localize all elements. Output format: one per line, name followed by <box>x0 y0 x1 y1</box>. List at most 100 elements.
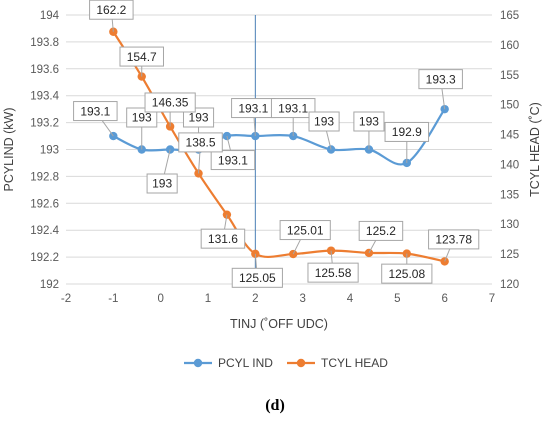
callout-box <box>178 132 223 153</box>
data-label-callout: 193 <box>182 107 215 150</box>
data-label-callout: 125.01 <box>279 220 331 255</box>
data-point <box>137 72 146 81</box>
data-label: 193.3 <box>426 72 456 86</box>
data-label-callout: 193.1 <box>270 98 316 137</box>
data-label-callout: 193.1 <box>210 135 256 171</box>
data-label: 193.1 <box>278 101 308 115</box>
x-tick-label: -1 <box>108 293 118 305</box>
data-label-callout: 162.2 <box>89 0 134 32</box>
y2-tick-label: 155 <box>500 70 519 82</box>
data-label: 193.1 <box>238 101 268 115</box>
callout-box <box>231 267 283 288</box>
callout-box <box>428 229 480 250</box>
data-label: 123.78 <box>435 233 472 247</box>
y-tick-label: 192.6 <box>30 198 59 210</box>
data-label: 125.58 <box>315 266 352 280</box>
x-tick-label: 7 <box>489 293 495 305</box>
data-label-callout: 193 <box>353 111 385 150</box>
y-tick-label: 192.2 <box>30 252 59 264</box>
callout-box <box>182 107 215 128</box>
y2-tick-label: 120 <box>500 279 519 291</box>
callout-box <box>210 150 256 171</box>
y2-tick-label: 160 <box>500 40 519 52</box>
x-tick-label: 2 <box>252 293 258 305</box>
data-label-callout: 125.08 <box>381 253 433 284</box>
callout-box <box>89 0 134 20</box>
x-axis-title: TINJ (˚OFF UDC) <box>230 317 328 331</box>
data-label-callout: 125.05 <box>231 253 283 288</box>
callout-box <box>126 107 158 128</box>
x-tick-label: 0 <box>157 293 163 305</box>
callout-box <box>270 98 316 119</box>
data-point <box>109 131 118 141</box>
data-label-callout: 131.6 <box>200 214 246 249</box>
y2-tick-label: 165 <box>500 10 519 22</box>
y2-tick-label: 150 <box>500 100 519 112</box>
y-tick-label: 192.8 <box>30 171 59 183</box>
data-label: 193 <box>152 177 172 191</box>
y2-tick-label: 135 <box>500 189 519 201</box>
callout-box <box>146 173 178 194</box>
callout-box <box>200 228 246 249</box>
data-point <box>165 122 175 131</box>
y-tick-label: 193.8 <box>30 37 59 49</box>
data-label: 192.9 <box>392 125 422 139</box>
x-tick-label: 1 <box>205 293 211 305</box>
data-label: 125.01 <box>287 223 324 237</box>
y2-tick-label: 140 <box>500 159 519 171</box>
data-label: 193.1 <box>218 153 248 167</box>
data-label-callout: 154.7 <box>119 46 164 77</box>
data-label-callout: 192.9 <box>384 121 430 163</box>
panel-label: (d) <box>265 397 285 414</box>
data-point <box>326 246 336 255</box>
callout-box <box>358 220 404 241</box>
data-label: 193.1 <box>80 104 110 118</box>
data-point <box>440 257 449 266</box>
data-point <box>440 104 449 114</box>
callout-box <box>73 101 118 122</box>
callout-box <box>144 92 196 113</box>
data-label-callout: 193.1 <box>73 101 118 137</box>
data-label-callout: 138.5 <box>178 132 223 174</box>
callout-box <box>279 220 331 241</box>
data-label: 125.05 <box>239 271 276 285</box>
y-tick-label: 193.6 <box>30 64 59 76</box>
data-label: 125.2 <box>366 224 396 238</box>
callout-box <box>418 69 463 90</box>
data-label: 193 <box>189 111 209 125</box>
x-tick-label: 3 <box>299 293 305 305</box>
callout-box <box>353 111 385 132</box>
data-label-callout: 193.3 <box>418 69 463 110</box>
legend-item: TCYL HEAD <box>287 356 388 370</box>
data-label-callout: 193 <box>308 111 340 150</box>
data-label: 146.35 <box>152 96 189 110</box>
data-label: 125.08 <box>388 267 425 281</box>
callout-box <box>308 111 340 132</box>
data-label: 193 <box>132 111 152 125</box>
data-label-callout: 193 <box>146 149 178 194</box>
data-label-callout: 146.35 <box>144 92 196 127</box>
data-label: 162.2 <box>96 3 126 17</box>
x-tick-label: 4 <box>347 293 354 305</box>
y2-tick-label: 125 <box>500 249 519 261</box>
x-tick-label: 6 <box>441 293 447 305</box>
data-label-callout: 125.58 <box>307 250 359 283</box>
y-tick-label: 193.4 <box>30 91 59 103</box>
data-label: 193 <box>314 115 334 129</box>
legend-label: TCYL HEAD <box>321 356 388 370</box>
x-tick-label: -2 <box>61 293 71 305</box>
legend-item: PCYL IND <box>184 356 273 370</box>
legend-swatch-marker <box>296 358 306 368</box>
legend-swatch-marker <box>193 358 203 368</box>
y-axis-title: PCYLIND (kW) <box>2 107 16 191</box>
y-tick-label: 193 <box>40 145 59 157</box>
data-label: 154.7 <box>127 50 157 64</box>
data-label-callout: 193 <box>126 107 158 150</box>
y2-axis-title: TCYL HEAD (˚C) <box>528 102 542 197</box>
y2-tick-label: 145 <box>500 130 519 142</box>
x-tick-label: 5 <box>394 293 400 305</box>
callout-box <box>384 121 430 142</box>
data-label-callout: 125.2 <box>358 220 404 254</box>
legend-label: PCYL IND <box>218 356 273 370</box>
